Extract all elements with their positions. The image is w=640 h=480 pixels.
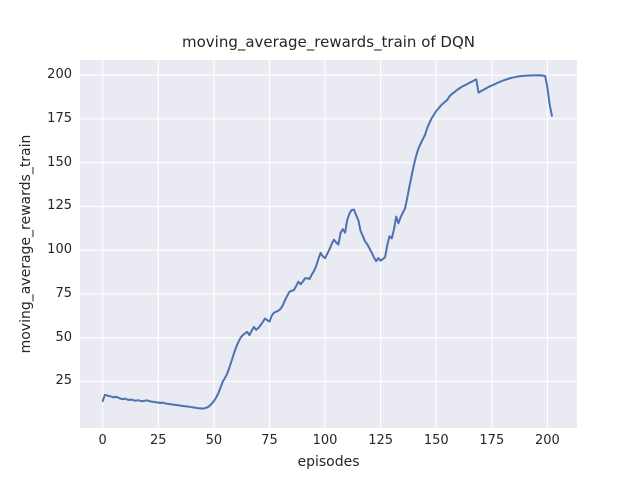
moving-average-rewards-line bbox=[101, 74, 553, 410]
y-tick-label: 100 bbox=[47, 242, 72, 258]
y-tick-label: 150 bbox=[47, 154, 72, 170]
x-tick-label: 75 bbox=[261, 433, 278, 448]
x-tick-label: 200 bbox=[535, 433, 560, 448]
x-tick-label: 25 bbox=[149, 433, 167, 448]
y-tick-label: 175 bbox=[47, 110, 72, 126]
plot-canvas bbox=[80, 60, 577, 428]
x-tick-label: 125 bbox=[368, 433, 394, 448]
x-tick-label: 100 bbox=[312, 433, 338, 448]
y-tick-label: 200 bbox=[47, 67, 72, 83]
x-axis-label: episodes bbox=[297, 454, 360, 470]
chart-title: moving_average_rewards_train of DQN bbox=[181, 33, 476, 51]
x-tick-label: 175 bbox=[479, 433, 505, 448]
y-tick-label: 125 bbox=[47, 198, 72, 214]
y-tick-label: 75 bbox=[55, 285, 72, 301]
y-axis-label: moving_average_rewards_train bbox=[18, 134, 34, 354]
plot-area bbox=[80, 60, 577, 428]
x-tick-label: 0 bbox=[98, 433, 107, 448]
y-tick-label: 50 bbox=[55, 329, 72, 345]
y-tick-label: 25 bbox=[55, 373, 72, 389]
x-tick-label: 150 bbox=[423, 433, 449, 448]
x-tick-label: 50 bbox=[205, 433, 223, 448]
plot-background bbox=[80, 60, 577, 428]
